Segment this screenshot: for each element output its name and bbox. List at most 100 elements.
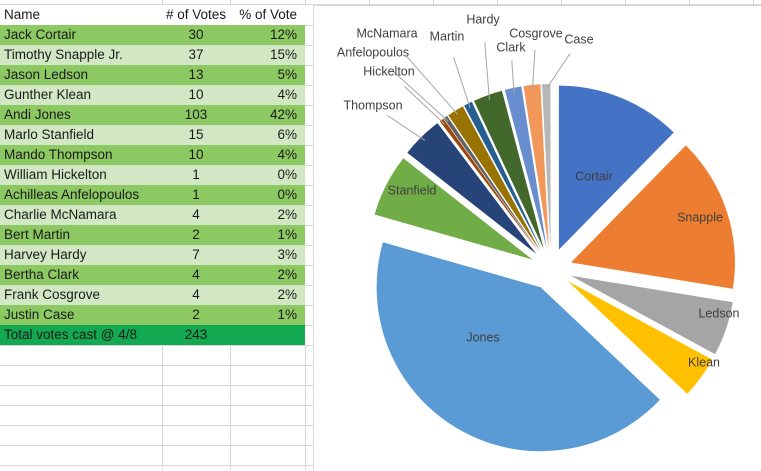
cell-pct[interactable]: 12% [269,27,297,42]
pie-slice-thompson[interactable] [407,123,537,254]
cell-name[interactable]: Frank Cosgrove [4,287,101,302]
cell-votes[interactable]: 10 [188,87,204,102]
cell-votes[interactable]: 15 [188,127,204,142]
votes-table[interactable]: Name # of Votes % of Vote Jack Cortair 30… [0,4,305,345]
cell-name[interactable]: Gunther Klean [4,87,92,102]
pie-slice-clark[interactable] [504,86,547,249]
leader-line-case [545,53,571,90]
cell-name[interactable]: Harvey Hardy [4,247,87,262]
cell-name[interactable]: Achilleas Anfelopoulos [4,187,140,202]
gridline [305,145,313,146]
cell-votes[interactable]: 2 [192,227,200,242]
cell-votes[interactable]: 4 [192,207,200,222]
cell-name[interactable]: Justin Case [4,307,75,322]
header-pct-cell[interactable]: % of Vote [239,7,297,22]
cell-pct[interactable]: 2% [277,287,297,302]
pie-chart-area[interactable]: Cortair Snapple Ledson Klean Jones Stanfield T… [313,5,761,471]
gridline [369,0,370,5]
gridline [0,365,313,366]
gridline [305,325,313,326]
cell-pct[interactable]: 1% [277,227,297,242]
pie-chart[interactable]: Cortair Snapple Ledson Klean Jones Stanfield T… [314,6,761,471]
pie-slice-cosgrove[interactable] [523,84,549,249]
total-row: Total votes cast @ 4/8 243 [0,325,305,345]
leader-line-hardy [484,42,490,100]
cell-pct[interactable]: 0% [277,167,297,182]
cell-pct[interactable]: 4% [277,147,297,162]
pie-slice-stanfield[interactable] [374,158,533,260]
table-row: William Hickelton 1 0% [0,165,305,185]
pie-label-klean: Klean [688,355,720,369]
cell-pct[interactable]: 0% [277,187,297,202]
cell-votes[interactable]: 13 [188,67,204,82]
pie-slice-jones[interactable] [376,242,660,452]
pie-label-clark: Clark [496,40,526,54]
cell-name[interactable]: Charlie McNamara [4,207,117,222]
cell-pct[interactable]: 4% [277,87,297,102]
cell-name[interactable]: Jason Ledson [4,67,89,82]
cell-votes[interactable]: 10 [188,147,204,162]
pie-slice-ledson[interactable] [570,275,733,355]
cell-name[interactable]: Marlo Stanfield [4,127,95,142]
cell-votes[interactable]: 1 [192,187,200,202]
gridline [689,0,690,5]
cell-votes[interactable]: 37 [188,47,204,62]
cell-pct[interactable]: 2% [277,267,297,282]
pie-slice-case[interactable] [542,83,551,248]
gridline [0,4,761,5]
cell-votes[interactable]: 103 [184,107,208,122]
cell-name[interactable]: Jack Cortair [4,27,77,42]
leader-line-martin [453,56,471,109]
cell-pct[interactable] [230,325,305,345]
table-row: Bert Martin 2 1% [0,225,305,245]
pie-slice-snapple[interactable] [571,145,735,289]
pie-slice-hickelton[interactable] [439,118,539,253]
leader-line-clark [511,60,515,93]
cell-pct[interactable]: 1% [277,307,297,322]
gridline [305,225,313,226]
pie-slice-klean[interactable] [568,281,713,394]
cell-name[interactable]: Mando Thompson [4,147,113,162]
cell-pct[interactable]: 15% [269,47,297,62]
cell-votes[interactable]: 4 [192,287,200,302]
gridline [305,165,313,166]
cell-name[interactable]: Bert Martin [4,227,71,242]
pie-label-anfelopoulos: Anfelopoulos [337,45,409,59]
table-body: Jack Cortair 30 12% Timothy Snapple Jr. 37 15… [0,25,305,345]
cell-votes[interactable]: 1 [192,167,200,182]
cell-pct[interactable]: 42% [269,107,297,122]
cell-name[interactable]: Total votes cast @ 4/8 [4,327,138,342]
cell-votes[interactable]: 30 [188,27,204,42]
cell-name[interactable]: William Hickelton [4,167,107,182]
pie-slice-hardy[interactable] [474,90,544,250]
pie-slice-anfelopoulos[interactable] [443,115,539,252]
pie-slice-mcnamara[interactable] [448,106,541,252]
cell-votes[interactable]: 4 [192,267,200,282]
cell-pct[interactable]: 3% [277,247,297,262]
leader-line-anfelopoulos [393,71,449,122]
pie-slice-cortair[interactable] [558,85,674,250]
gridline [0,345,313,346]
cell-name[interactable]: Bertha Clark [4,267,80,282]
cell-pct[interactable]: 5% [277,67,297,82]
cell-pct[interactable]: 6% [277,127,297,142]
table-row: Mando Thompson 10 4% [0,145,305,165]
cell-name[interactable]: Timothy Snapple Jr. [4,47,123,62]
table-row: Harvey Hardy 7 3% [0,245,305,265]
header-name-cell[interactable]: Name [4,7,41,22]
pie-slice-martin[interactable] [464,101,542,251]
cell-votes[interactable]: 2 [192,307,200,322]
pie-label-cosgrove: Cosgrove [509,26,563,40]
cell-pct[interactable]: 2% [277,207,297,222]
gridline [305,305,313,306]
cell-votes[interactable]: 7 [192,247,200,262]
gridline [305,125,313,126]
cell-votes[interactable]: 243 [184,327,208,342]
leader-line-hickelton [404,86,445,125]
gridline [305,65,313,66]
header-votes-cell[interactable]: # of Votes [165,7,227,22]
leader-line-thompson [387,115,426,141]
gridline [230,345,231,470]
cell-name[interactable]: Andi Jones [4,107,71,122]
